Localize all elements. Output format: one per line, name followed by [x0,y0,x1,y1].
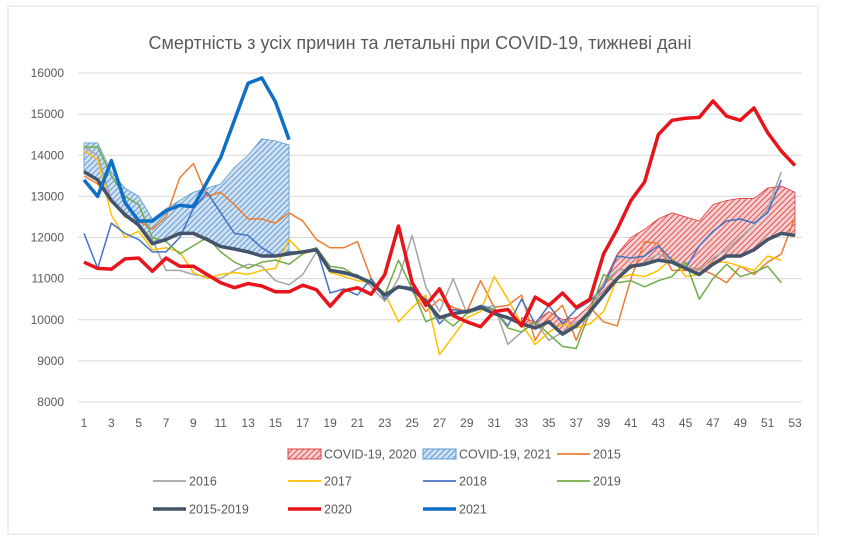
chart-title: Смертність з усіх причин та летальні при… [148,33,691,53]
legend-label: 2018 [459,475,487,489]
x-tick-label: 27 [433,416,447,430]
x-tick-label: 47 [706,416,720,430]
y-tick-label: 8000 [37,395,64,409]
x-tick-label: 41 [624,416,638,430]
x-tick-label: 25 [405,416,419,430]
x-tick-label: 39 [597,416,611,430]
series-line-2019 [84,146,782,350]
x-tick-label: 45 [679,416,693,430]
legend-label: 2015 [593,448,621,462]
legend-item-covid-19-2020: COVID-19, 2020 [287,448,416,462]
x-tick-label: 37 [570,416,584,430]
x-tick-label: 53 [788,416,802,430]
y-tick-label: 15000 [31,107,65,121]
series-line-2021 [82,76,291,223]
y-tick-label: 14000 [31,148,65,162]
legend-item-covid-19-2021: COVID-19, 2021 [422,448,551,462]
legend-label: 2021 [459,503,487,517]
y-tick-label: 12000 [31,231,65,245]
legend-label: 2019 [593,475,621,489]
x-tick-label: 1 [81,416,88,430]
x-tick-label: 15 [269,416,283,430]
x-tick-label: 23 [378,416,392,430]
x-tick-label: 17 [296,416,310,430]
legend-item-2021: 2021 [423,503,487,517]
series-line-2017 [83,150,782,356]
y-tick-label: 13000 [31,189,65,203]
series-line-2020 [83,99,797,329]
x-tick-label: 19 [323,416,337,430]
x-tick-label: 33 [515,416,529,430]
x-tick-label: 5 [135,416,142,430]
series-line-2015 [83,162,796,342]
x-tick-label: 35 [542,416,556,430]
series-line-2015-2019 [83,170,796,336]
x-tick-label: 21 [351,416,365,430]
x-tick-label: 29 [460,416,474,430]
y-tick-label: 9000 [37,354,64,368]
x-tick-label: 43 [652,416,666,430]
x-tick-label: 7 [163,416,170,430]
legend-item-2016: 2016 [153,475,217,489]
x-tick-label: 51 [761,416,775,430]
x-tick-label: 13 [241,416,255,430]
x-tick-label: 11 [214,416,227,430]
legend-label: 2017 [324,475,352,489]
y-tick-label: 10000 [31,313,65,327]
legend-item-2018: 2018 [423,475,487,489]
x-tick-label: 49 [734,416,748,430]
legend-item-2015-2019: 2015-2019 [153,503,249,517]
legend-label: COVID-19, 2021 [459,448,551,462]
x-tick-label: 3 [108,416,115,430]
legend-swatch [287,448,322,460]
y-tick-label: 16000 [31,66,65,80]
legend-item-2015: 2015 [557,448,621,462]
y-tick-label: 11000 [32,272,65,286]
legend-swatch [422,448,457,460]
x-tick-label: 9 [190,416,197,430]
legend-label: 2020 [324,503,352,517]
legend-label: 2016 [189,475,217,489]
x-tick-label: 31 [488,416,502,430]
legend-label: 2015-2019 [189,503,249,517]
legend-label: COVID-19, 2020 [324,448,416,462]
legend-item-2017: 2017 [288,475,352,489]
legend-item-2020: 2020 [288,503,352,517]
legend-item-2019: 2019 [557,475,621,489]
